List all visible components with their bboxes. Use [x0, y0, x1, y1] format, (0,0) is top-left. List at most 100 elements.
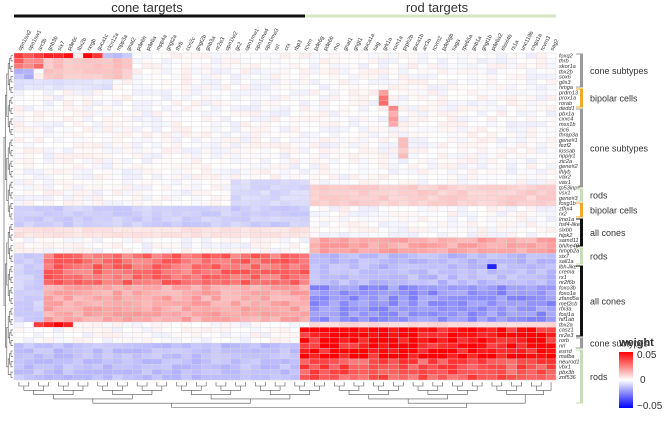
- heatmap-cell: [82, 290, 93, 296]
- heatmap-cell: [33, 369, 44, 375]
- heatmap-cell: [43, 211, 54, 217]
- legend-tick-max: 0.05: [637, 350, 657, 361]
- heatmap-cell: [181, 184, 192, 191]
- heatmap-cell: [112, 237, 123, 243]
- heatmap-cell: [536, 116, 547, 122]
- annotation-label: bipolar cells: [590, 206, 638, 216]
- heatmap-cell: [349, 137, 359, 143]
- heatmap-cell: [349, 248, 359, 254]
- heatmap-cell: [181, 95, 192, 101]
- heatmap-cell: [142, 316, 153, 323]
- heatmap-cell: [378, 306, 389, 312]
- heatmap-cell: [23, 211, 34, 217]
- heatmap-cell: [388, 184, 399, 191]
- heatmap-cell: [319, 274, 330, 280]
- heatmap-cell: [487, 100, 497, 106]
- heatmap-cell: [63, 184, 74, 191]
- heatmap-cell: [33, 100, 44, 106]
- heatmap-cell: [211, 58, 221, 64]
- heatmap-cell: [536, 121, 547, 127]
- heatmap-cell: [270, 253, 281, 259]
- heatmap-cell: [358, 337, 369, 344]
- heatmap-cell: [398, 126, 409, 133]
- column-label: rho: [333, 42, 342, 52]
- heatmap-cell: [368, 295, 379, 301]
- heatmap-cell: [132, 200, 143, 206]
- heatmap-cell: [92, 343, 103, 349]
- heatmap-cell: [398, 58, 409, 64]
- heatmap-cell: [378, 227, 389, 233]
- row-label: sixbb: [559, 227, 572, 233]
- heatmap-cell: [516, 332, 527, 338]
- heatmap-cell: [220, 153, 231, 159]
- heatmap-cell: [368, 100, 379, 106]
- heatmap-cell: [14, 53, 24, 59]
- heatmap-cell: [309, 63, 320, 69]
- heatmap-cell: [250, 111, 261, 117]
- heatmap-cell: [181, 211, 192, 217]
- heatmap-cell: [437, 100, 448, 106]
- heatmap-cell: [378, 142, 389, 148]
- heatmap-cell: [201, 237, 212, 243]
- heatmap-cell: [309, 74, 320, 80]
- heatmap-cell: [280, 147, 290, 154]
- heatmap-cell: [122, 89, 133, 96]
- heatmap-cell: [63, 116, 74, 122]
- heatmap-cell: [398, 195, 409, 201]
- heatmap-cell: [487, 163, 497, 170]
- heatmap-cell: [191, 374, 202, 381]
- heatmap-cell: [408, 237, 419, 243]
- heatmap-cell: [477, 100, 488, 106]
- heatmap-cell: [82, 74, 93, 80]
- heatmap-cell: [171, 258, 182, 265]
- heatmap-cell: [467, 258, 478, 265]
- heatmap-cell: [132, 68, 143, 75]
- heatmap-cell: [398, 295, 409, 301]
- heatmap-cell: [299, 121, 310, 127]
- heatmap-cell: [280, 295, 290, 301]
- heatmap-cell: [53, 321, 64, 328]
- heatmap-cell: [309, 369, 320, 375]
- heatmap-cell: [151, 348, 162, 354]
- heatmap-cell: [230, 300, 241, 307]
- heatmap-cell: [339, 211, 350, 217]
- heatmap-cell: [467, 364, 478, 370]
- heatmap-cell: [349, 369, 359, 375]
- heatmap-cell: [358, 190, 369, 196]
- heatmap-cell: [63, 343, 74, 349]
- heatmap-cell: [23, 147, 34, 154]
- heatmap-cell: [329, 232, 340, 238]
- heatmap-cell: [82, 227, 93, 233]
- heatmap-cell: [496, 79, 507, 85]
- heatmap-cell: [427, 84, 438, 90]
- heatmap-cell: [467, 369, 478, 375]
- heatmap-cell: [388, 205, 399, 212]
- heatmap-cell: [122, 274, 133, 280]
- heatmap-cell: [82, 285, 93, 291]
- heatmap-cell: [368, 211, 379, 217]
- heatmap-cell: [309, 137, 320, 143]
- heatmap-cell: [457, 111, 468, 117]
- heatmap-cell: [230, 258, 241, 265]
- heatmap-cell: [63, 121, 74, 127]
- heatmap-cell: [53, 190, 64, 196]
- heatmap-cell: [546, 184, 557, 191]
- heatmap-cell: [220, 237, 231, 243]
- heatmap-cell: [349, 221, 359, 228]
- heatmap-cell: [161, 242, 172, 249]
- heatmap-cell: [122, 147, 133, 154]
- heatmap-cell: [506, 232, 517, 238]
- heatmap-cell: [299, 242, 310, 249]
- heatmap-cell: [447, 353, 458, 359]
- heatmap-cell: [339, 190, 350, 196]
- heatmap-cell: [546, 279, 557, 286]
- heatmap-cell: [211, 258, 221, 265]
- heatmap-cell: [496, 242, 507, 249]
- heatmap-cell: [526, 153, 537, 159]
- heatmap-cell: [220, 132, 231, 138]
- heatmap-cell: [526, 142, 537, 148]
- heatmap-cell: [418, 89, 428, 96]
- heatmap-cells: [14, 53, 557, 381]
- heatmap-cell: [496, 184, 507, 191]
- heatmap-cell: [220, 321, 231, 328]
